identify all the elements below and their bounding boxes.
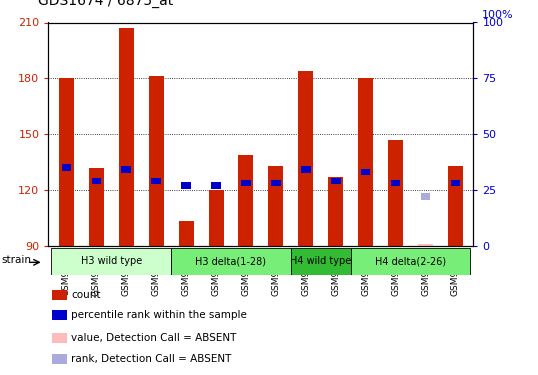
Bar (52, 310, 67, 321)
Bar (241, 180, 251, 186)
Bar (89, 168, 104, 246)
Text: count: count (72, 290, 101, 300)
Bar (351, 248, 470, 274)
Bar (151, 178, 161, 184)
Bar (328, 177, 343, 246)
Bar (299, 71, 313, 246)
Bar (291, 248, 351, 274)
Bar (451, 180, 461, 186)
Bar (358, 78, 373, 246)
Text: H3 delta(1-28): H3 delta(1-28) (195, 256, 266, 266)
Text: H3 wild type: H3 wild type (81, 256, 142, 266)
Bar (171, 248, 291, 274)
Text: H4 wild type: H4 wild type (290, 256, 351, 266)
Bar (448, 166, 463, 246)
Bar (391, 180, 400, 186)
Bar (268, 166, 284, 246)
Bar (301, 166, 310, 173)
Bar (179, 222, 194, 246)
Bar (52, 354, 67, 364)
Text: 100%: 100% (482, 10, 513, 20)
Bar (59, 78, 74, 246)
Bar (119, 28, 134, 246)
Bar (331, 178, 341, 184)
Bar (271, 180, 281, 186)
Text: value, Detection Call = ABSENT: value, Detection Call = ABSENT (72, 333, 237, 343)
Bar (122, 166, 131, 173)
Text: H4 delta(2-26): H4 delta(2-26) (375, 256, 446, 266)
Bar (388, 140, 403, 246)
Bar (52, 290, 67, 300)
Bar (418, 244, 433, 246)
Bar (148, 76, 164, 246)
Bar (52, 248, 171, 274)
Bar (361, 169, 371, 176)
Bar (209, 190, 223, 246)
Text: strain: strain (1, 255, 31, 265)
Bar (238, 154, 253, 246)
Bar (61, 164, 71, 171)
Bar (91, 178, 101, 184)
Bar (52, 333, 67, 343)
Text: rank, Detection Call = ABSENT: rank, Detection Call = ABSENT (72, 354, 232, 364)
Bar (211, 182, 221, 189)
Text: GDS1674 / 6875_at: GDS1674 / 6875_at (38, 0, 173, 8)
Bar (181, 182, 191, 189)
Text: percentile rank within the sample: percentile rank within the sample (72, 310, 247, 321)
Bar (421, 193, 430, 200)
